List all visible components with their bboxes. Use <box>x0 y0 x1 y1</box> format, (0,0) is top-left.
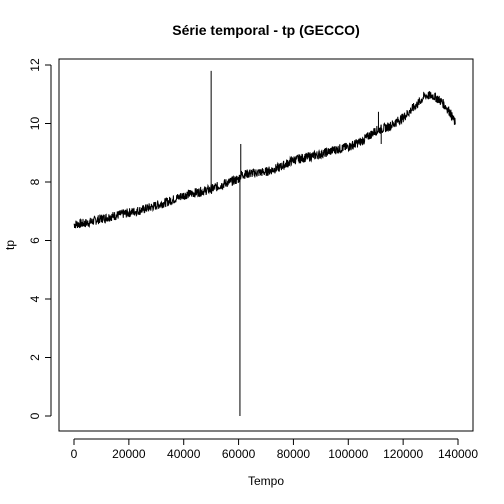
y-axis-label: tp <box>3 240 17 250</box>
x-tick-label: 0 <box>71 447 78 461</box>
x-tick-label: 80000 <box>277 447 311 461</box>
y-tick-label: 8 <box>28 178 42 185</box>
x-tick-label: 40000 <box>167 447 201 461</box>
y-tick-label: 12 <box>28 58 42 72</box>
x-tick-label: 120000 <box>383 447 423 461</box>
plot-frame <box>58 58 474 432</box>
series-layer <box>73 70 456 416</box>
x-axis: 0 20000 40000 60000 80000 100000 120000 140000 <box>71 438 478 461</box>
x-tick-label: 20000 <box>112 447 146 461</box>
tp-series-line <box>73 91 456 229</box>
y-axis: 0 2 4 6 8 10 12 <box>28 58 52 419</box>
y-tick-label: 4 <box>28 295 42 302</box>
x-axis-label: Tempo <box>248 474 284 488</box>
x-tick-label: 100000 <box>328 447 368 461</box>
x-tick-label: 140000 <box>438 447 478 461</box>
y-tick-label: 0 <box>28 412 42 419</box>
y-tick-label: 10 <box>28 117 42 131</box>
y-tick-label: 6 <box>28 237 42 244</box>
y-tick-label: 2 <box>28 354 42 361</box>
x-tick-label: 60000 <box>222 447 256 461</box>
chart-title: Série temporal - tp (GECCO) <box>172 22 359 38</box>
